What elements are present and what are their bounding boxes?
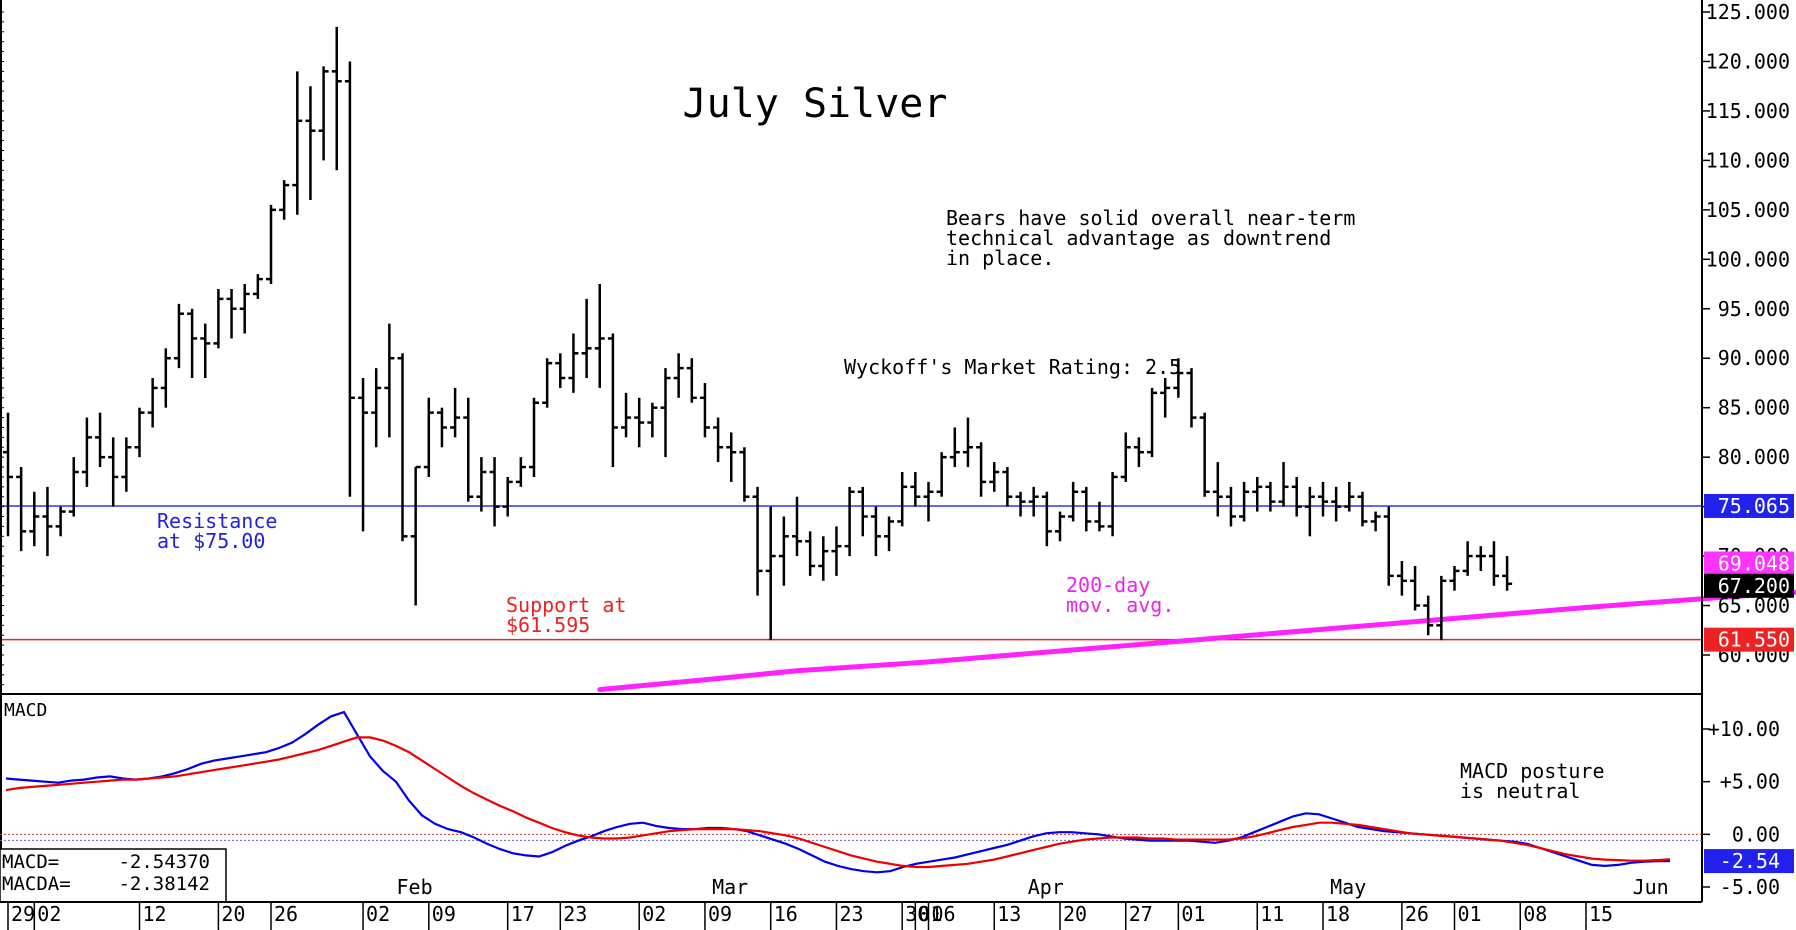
annotation-0: Bears have solid overall near-term techni… [946, 206, 1355, 270]
ohlc-bars [3, 26, 1513, 641]
price-tick-label: 100.000 [1706, 247, 1790, 271]
day-label: 01 [1181, 902, 1205, 926]
annotation-1: Wyckoff's Market Rating: 2.5 [844, 355, 1181, 379]
day-label: 23 [839, 902, 863, 926]
annotation-line: technical advantage as downtrend [946, 226, 1331, 250]
macd-series-macda [5, 736, 1671, 869]
macd-lines [5, 710, 1671, 874]
macd-readout-box [0, 848, 227, 903]
day-label: 12 [143, 902, 167, 926]
day-label: 16 [774, 902, 798, 926]
ma200-badge-bg [1704, 551, 1794, 576]
day-label: 09 [432, 902, 456, 926]
price-tick-label: 120.000 [1706, 49, 1790, 73]
day-label: 01 [1458, 902, 1482, 926]
ma200-line-group [597, 589, 1796, 693]
resistance-badge-bg [1704, 493, 1794, 518]
annotation-4: 200-day mov. avg. [1066, 573, 1174, 617]
chart-title: July Silver [683, 81, 948, 127]
day-label: 23 [563, 902, 587, 926]
day-label: 02 [366, 902, 390, 926]
day-label: 27 [1129, 902, 1153, 926]
price-tick-label: 85.000 [1718, 396, 1790, 420]
day-label: 08 [1523, 902, 1547, 926]
day-label: 13 [997, 902, 1021, 926]
annotation-line: Support at [506, 593, 626, 617]
month-label: Apr [1028, 875, 1064, 899]
day-label: 26 [1405, 902, 1429, 926]
ma200-line [597, 589, 1796, 693]
price-tick-label: 125.000 [1706, 0, 1790, 24]
macd-tick-label: 0.00 [1732, 822, 1780, 846]
day-label: 09 [708, 902, 732, 926]
day-label: 20 [221, 902, 245, 926]
day-label: 26 [274, 902, 298, 926]
day-label: 02 [642, 902, 666, 926]
price-horizontal-lines [0, 505, 1702, 641]
day-label: 18 [1326, 902, 1350, 926]
annotation-line: $61.595 [506, 613, 590, 637]
month-label: Jun [1633, 875, 1669, 899]
support-badge-bg [1704, 627, 1794, 652]
annotation-line: in place. [946, 246, 1054, 270]
annotation-2: Resistance at $75.00 [157, 509, 277, 553]
annotation-line: Resistance [157, 509, 277, 533]
day-label: 11 [1260, 902, 1284, 926]
macd-readout-value: -2.54370 [118, 851, 210, 873]
price-tick-label: 90.000 [1718, 346, 1790, 370]
macd-panel: MACD +10.00 +5.00 0.00 -5.00 MACD posture is… [0, 700, 1794, 903]
day-label: 20 [1063, 902, 1087, 926]
day-label: 02 [37, 902, 61, 926]
last-price-badge-label: 67.200 [1718, 574, 1790, 598]
price-tick-label: 105.000 [1706, 198, 1790, 222]
annotation-line: 200-day [1066, 573, 1150, 597]
price-tick-label: 80.000 [1718, 445, 1790, 469]
ma200-badge-label: 69.048 [1718, 551, 1790, 575]
macd-badge-label: -2.54 [1720, 849, 1780, 873]
day-label: 06 [932, 902, 956, 926]
macd-title: MACD [4, 700, 47, 721]
macd-readout-value: -2.38142 [118, 873, 210, 895]
day-label: 01 [918, 902, 942, 926]
macd-badge-bg [1704, 849, 1794, 874]
month-label: May [1330, 875, 1366, 899]
macd-readout: MACD= -2.54370 MACDA= -2.38142 [0, 848, 227, 903]
month-label: Feb [397, 875, 433, 899]
price-annotations: Bears have solid overall near-term techni… [157, 206, 1355, 637]
macd-readout-label: MACD= [2, 851, 59, 873]
annotation-line: at $75.00 [157, 529, 265, 553]
last-price-badge-bg [1704, 573, 1794, 598]
month-label: Mar [712, 875, 748, 899]
resistance-badge-label: 75.065 [1718, 494, 1790, 518]
price-tick-label: 110.000 [1706, 148, 1790, 172]
macd-posture-line: is neutral [1460, 779, 1580, 803]
annotation-line: Wyckoff's Market Rating: 2.5 [844, 355, 1181, 379]
price-tick-label: 95.000 [1718, 297, 1790, 321]
macd-tick-label: -5.00 [1720, 875, 1780, 899]
macd-badge: -2.54 [1704, 849, 1794, 874]
annotation-line: mov. avg. [1066, 593, 1174, 617]
macd-readout-label: MACDA= [2, 873, 71, 895]
macd-series-macd [5, 710, 1671, 874]
price-panel: 60.00065.00070.00075.00080.00085.00090.0… [0, 0, 1796, 693]
day-label: 17 [511, 902, 535, 926]
annotation-line: Bears have solid overall near-term [946, 206, 1355, 230]
macd-tick-label: +5.00 [1720, 770, 1780, 794]
macd-posture-line: MACD posture [1460, 759, 1605, 783]
day-label: 29 [11, 902, 35, 926]
support-badge-label: 61.550 [1718, 628, 1790, 652]
day-label: 30 [905, 902, 929, 926]
annotation-3: Support at $61.595 [506, 593, 626, 637]
macd-posture-note: MACD posture is neutral [1460, 759, 1605, 803]
day-label: 15 [1589, 902, 1613, 926]
macd-annotation: MACD posture is neutral [1460, 759, 1605, 803]
macd-axis: +10.00 +5.00 0.00 -5.00 [0, 717, 1780, 899]
price-tick-label: 115.000 [1706, 99, 1790, 123]
macd-tick-label: +10.00 [1708, 717, 1780, 741]
